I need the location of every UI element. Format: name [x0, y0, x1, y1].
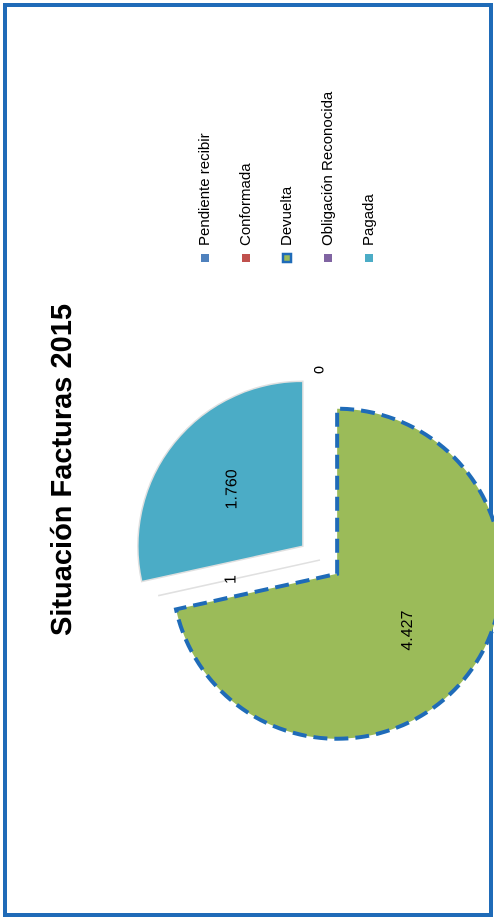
data-label-pagada: 1.760	[223, 469, 240, 509]
pie-slice-devuelta	[173, 406, 494, 741]
legend-label-devuelta: Devuelta	[278, 186, 295, 246]
legend-label-pagada: Pagada	[360, 194, 377, 246]
legend-label-obligacion-reconocida: Obligación Reconocida	[319, 91, 336, 246]
pie-slice-obligacion-reconocida	[157, 559, 321, 597]
legend-swatch-obligacion-reconocida	[324, 254, 332, 262]
data-label-devuelta: 4.427	[399, 610, 416, 650]
legend-label-pendiente-recibir: Pendiente recibir	[196, 133, 213, 246]
legend-swatch-conformada	[242, 254, 250, 262]
legend-swatch-devuelta	[281, 252, 293, 264]
legend-label-conformada: Conformada	[237, 163, 254, 246]
chart-title: Situación Facturas 2015	[46, 304, 78, 636]
legend-swatch-pendiente-recibir	[201, 254, 209, 262]
data-label-conformada: 0	[311, 366, 327, 374]
legend: Pendiente recibir Conformada Devuelta Oblig…	[196, 91, 377, 264]
pie-slice-pagada	[137, 380, 304, 583]
data-label-obligacion-reconocida: 1	[223, 575, 240, 584]
legend-swatch-pagada	[365, 254, 373, 262]
data-label-pendiente-recibir: 0	[311, 366, 327, 374]
